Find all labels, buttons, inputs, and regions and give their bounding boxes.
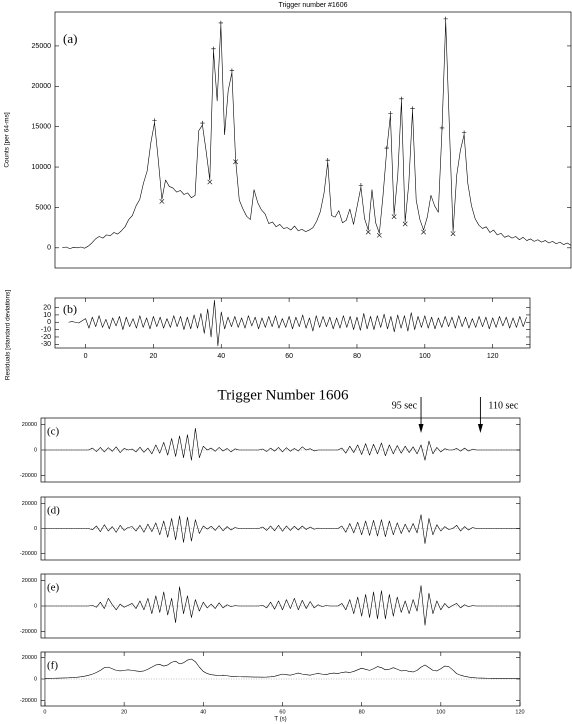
peak-marker — [439, 125, 445, 131]
panel-label: (f) — [47, 660, 58, 672]
trough-marker — [402, 221, 408, 227]
trough-marker — [207, 179, 213, 185]
panel-frame — [40, 651, 521, 707]
y-tick-label: -20000 — [20, 629, 37, 635]
peak-marker — [200, 120, 205, 126]
y-tick-label: 0 — [34, 676, 37, 682]
x-tick-label: 80 — [359, 709, 365, 715]
annotation-text: 110 sec — [488, 400, 518, 411]
y-tick-label: -10 — [41, 326, 51, 333]
signal — [68, 299, 527, 347]
peak-marker — [218, 20, 224, 26]
arrow-head — [477, 424, 483, 433]
y-tick-label: 5000 — [35, 204, 51, 211]
peak-marker — [461, 130, 467, 135]
signal — [44, 658, 520, 679]
x-tick-label: 20 — [121, 709, 127, 715]
y-tick-label: -20000 — [20, 473, 37, 479]
peak-marker — [384, 145, 389, 151]
y-tick-label: 0 — [34, 447, 37, 453]
trough-marker — [365, 229, 371, 235]
x-tick-label: 100 — [436, 709, 445, 715]
signal — [62, 20, 572, 249]
y-tick-label: 10000 — [32, 164, 52, 171]
x-tick-label: 120 — [487, 353, 499, 360]
y-tick-label: 20000 — [22, 578, 37, 584]
y-tick-label: 0 — [47, 319, 51, 326]
x-tick-label: 60 — [285, 353, 293, 360]
panel-label: (d) — [47, 505, 60, 517]
chart-title: Trigger number #1606 — [278, 2, 347, 9]
x-tick-label: 60 — [279, 709, 285, 715]
y-tick-label: 20000 — [22, 655, 37, 661]
y-tick-label: 10 — [43, 312, 51, 319]
panel-label: (b) — [63, 302, 77, 316]
x-tick-label: 120 — [515, 709, 524, 715]
trough-marker — [376, 232, 382, 238]
y-tick-label: 25000 — [32, 43, 52, 50]
y-tick-label: 0 — [34, 603, 37, 609]
peak-marker — [388, 111, 393, 116]
x-tick-label: 20 — [149, 353, 157, 360]
panel-label: (e) — [47, 582, 60, 594]
peak-marker — [399, 96, 404, 102]
y-tick-label: -30 — [41, 341, 51, 348]
x-tick-label: 40 — [200, 709, 206, 715]
chart-title: Trigger Number 1606 — [217, 387, 349, 403]
y-tick-label: 20000 — [22, 422, 37, 428]
peak-marker — [443, 16, 448, 22]
plot-frame — [54, 297, 531, 349]
trough-marker — [450, 231, 456, 237]
signal — [44, 427, 520, 461]
y-tick-label: -20000 — [20, 698, 37, 704]
trough-marker — [159, 198, 165, 204]
y-tick-label: -20000 — [20, 551, 37, 557]
y-tick-label: 20000 — [22, 501, 37, 507]
plot-frame — [54, 11, 572, 269]
y-tick-label: 15000 — [32, 124, 52, 131]
y-axis-label: Counts [per 64-ms] — [4, 112, 11, 167]
trough-marker — [391, 214, 397, 220]
peak-marker — [358, 183, 364, 188]
x-axis-label: T (s) — [274, 717, 286, 723]
y-tick-label: 20 — [43, 304, 51, 311]
annotation-text: 95 sec — [392, 400, 418, 411]
signal — [44, 514, 520, 544]
arrow-head — [418, 424, 424, 433]
peak-marker — [152, 118, 157, 123]
x-tick-label: 0 — [84, 353, 88, 360]
x-tick-label: 40 — [217, 353, 225, 360]
trough-marker — [421, 229, 426, 235]
x-tick-label: 100 — [419, 353, 431, 360]
x-tick-label: 80 — [353, 353, 361, 360]
peak-marker — [325, 158, 330, 163]
y-axis-label: Residuals [standard deviations] — [5, 290, 12, 381]
y-tick-label: 0 — [47, 245, 51, 252]
peak-marker — [410, 106, 415, 111]
trough-marker — [233, 159, 239, 165]
peak-marker — [229, 68, 235, 73]
y-tick-label: 0 — [34, 526, 37, 532]
y-tick-label: 20000 — [32, 83, 52, 90]
y-tick-label: -20 — [41, 334, 51, 341]
panel-label: (c) — [47, 426, 60, 438]
panel-label: (a) — [63, 31, 77, 46]
peak-marker — [211, 46, 216, 51]
signal — [44, 585, 520, 626]
x-tick-label: 0 — [43, 709, 46, 715]
